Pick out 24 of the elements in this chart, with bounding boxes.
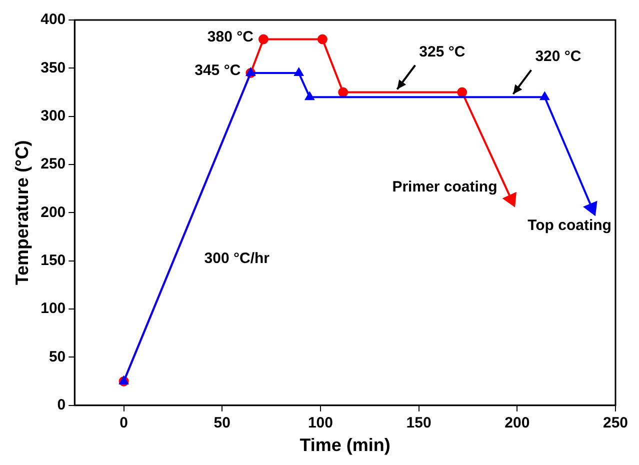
annotation: 320 °C — [535, 48, 582, 66]
x-tick-label: 250 — [602, 414, 628, 432]
series-label: Top coating — [528, 217, 612, 234]
y-tick-label: 100 — [40, 300, 66, 318]
y-tick-label: 0 — [57, 396, 66, 414]
x-tick-label: 0 — [120, 414, 128, 432]
annotation: 380 °C — [207, 28, 254, 46]
annotation: 300 °C/hr — [204, 250, 270, 268]
y-axis-title: Temperature (°C) — [12, 140, 32, 286]
y-tick-label: 250 — [40, 156, 66, 173]
x-tick-label: 150 — [406, 414, 432, 432]
y-tick-label: 50 — [48, 348, 66, 366]
y-tick-label: 200 — [40, 204, 66, 221]
y-tick-label: 400 — [40, 11, 66, 28]
y-tick-label: 150 — [40, 252, 66, 270]
x-tick-label: 100 — [308, 414, 333, 432]
series-label: Primer coating — [392, 178, 498, 196]
x-axis-title: Time (min) — [300, 435, 390, 456]
y-tick-label: 350 — [40, 59, 66, 76]
annotation: 325 °C — [419, 43, 466, 60]
annotation: 345 °C — [194, 62, 241, 80]
x-tick-label: 50 — [214, 414, 230, 432]
y-tick-label: 300 — [40, 107, 66, 124]
x-tick-label: 200 — [504, 414, 530, 432]
